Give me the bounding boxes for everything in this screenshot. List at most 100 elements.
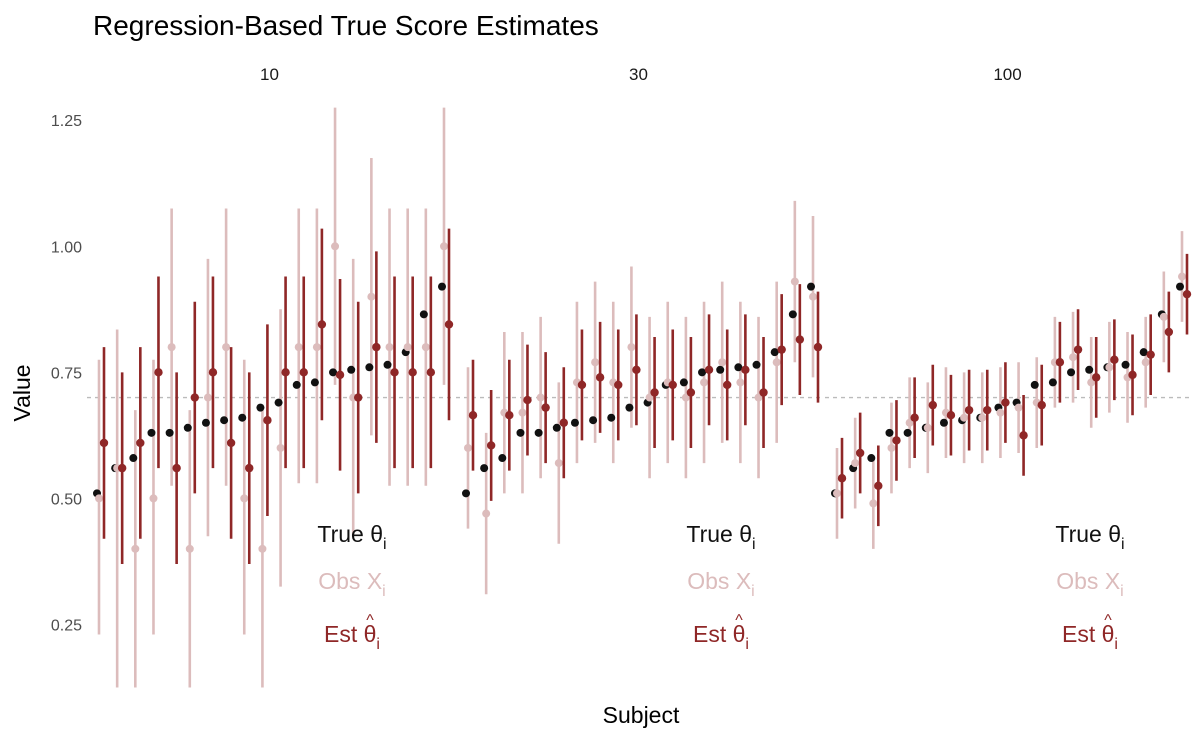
legend-hat: ^ [366, 612, 374, 629]
y-tick-label: 0.25 [51, 617, 82, 634]
legend-obs: Obs Xi [1056, 568, 1123, 600]
est-point [281, 368, 290, 377]
obs-point [1087, 378, 1096, 387]
obs-point [167, 343, 176, 352]
est-point [263, 416, 272, 425]
obs-point [276, 443, 285, 452]
est-point [208, 368, 218, 377]
true-point [734, 363, 743, 372]
legend-subscript: i [383, 536, 387, 553]
true-point [183, 423, 192, 432]
est-point [874, 481, 883, 490]
est-point [795, 335, 805, 344]
est-point [408, 368, 417, 377]
legend-est: Est θi [1062, 621, 1118, 653]
x-axis-title: Subject [603, 702, 680, 728]
true-point [807, 282, 815, 291]
est-point [117, 463, 127, 473]
est-point [505, 410, 514, 420]
true-point [903, 428, 912, 437]
est-point [523, 395, 532, 405]
est-point [686, 388, 696, 397]
obs-point [403, 343, 412, 352]
est-point [190, 393, 199, 402]
est-point [172, 463, 181, 473]
true-point [238, 413, 247, 422]
est-point [668, 380, 677, 390]
true-point [201, 418, 210, 427]
est-point [1128, 370, 1137, 380]
obs-point [1069, 353, 1078, 362]
est-point [1110, 355, 1119, 364]
true-point [256, 403, 265, 412]
est-point [946, 410, 956, 420]
est-point [614, 380, 623, 390]
est-point [317, 320, 327, 329]
legend-true: True θi [317, 521, 386, 553]
y-axis-title: Value [9, 364, 35, 421]
legend-est: Est θi [693, 621, 749, 653]
true-point [347, 365, 356, 374]
y-tick-label: 1.25 [51, 113, 82, 130]
est-point [777, 345, 786, 354]
true-point [534, 428, 543, 437]
est-point [1019, 431, 1028, 440]
est-point [723, 380, 732, 390]
obs-point [385, 343, 394, 352]
true-point [147, 428, 156, 437]
legend-panel-100: True θi Obs Xi Est θi^ [1055, 521, 1124, 653]
true-point [939, 418, 948, 427]
facet-label-30: 30 [629, 65, 648, 84]
facet-label-10: 10 [260, 65, 279, 84]
true-point [274, 398, 283, 407]
true-point [589, 416, 598, 425]
est-point [741, 365, 750, 375]
est-point [1164, 327, 1174, 337]
est-point [372, 342, 381, 352]
legend-panel-30: True θi Obs Xi Est θi^ [686, 521, 755, 653]
obs-point [627, 343, 636, 352]
legend-symbol: θ [1108, 521, 1121, 547]
y-tick-label: 0.50 [51, 491, 82, 508]
est-point [964, 405, 974, 415]
est-point [444, 320, 454, 329]
est-point [704, 365, 714, 375]
true-point [498, 454, 507, 463]
true-point [1067, 368, 1076, 377]
panel-10 [87, 107, 454, 688]
legend-hat: ^ [1104, 612, 1112, 629]
legend-subscript: i [1120, 583, 1124, 600]
obs-point [440, 242, 448, 251]
true-point [1048, 378, 1057, 387]
true-point [220, 416, 229, 425]
legend-subscript: i [376, 636, 380, 653]
est-point [390, 368, 399, 377]
est-point [426, 368, 436, 377]
est-point [559, 418, 568, 427]
true-point [1085, 365, 1094, 374]
obs-point [421, 343, 430, 352]
obs-point [331, 242, 340, 251]
est-point [577, 380, 587, 390]
est-point [486, 441, 496, 450]
obs-point [833, 489, 841, 498]
obs-point [681, 393, 690, 402]
true-point [310, 378, 319, 387]
legend-symbol: X [1105, 568, 1120, 594]
chart-panels [87, 107, 1192, 688]
legend-symbol: θ [364, 621, 377, 647]
obs-point [95, 494, 103, 503]
obs-point [367, 292, 376, 301]
chart-title: Regression-Based True Score Estimates [93, 10, 599, 41]
true-point [1121, 360, 1130, 369]
obs-point [1178, 272, 1186, 281]
obs-point [591, 358, 600, 367]
est-point [1037, 400, 1046, 410]
est-point [1146, 350, 1155, 359]
obs-point [809, 292, 817, 301]
obs-point [1105, 363, 1114, 372]
est-point [154, 368, 163, 377]
obs-point [887, 443, 896, 452]
obs-point [1159, 312, 1168, 321]
